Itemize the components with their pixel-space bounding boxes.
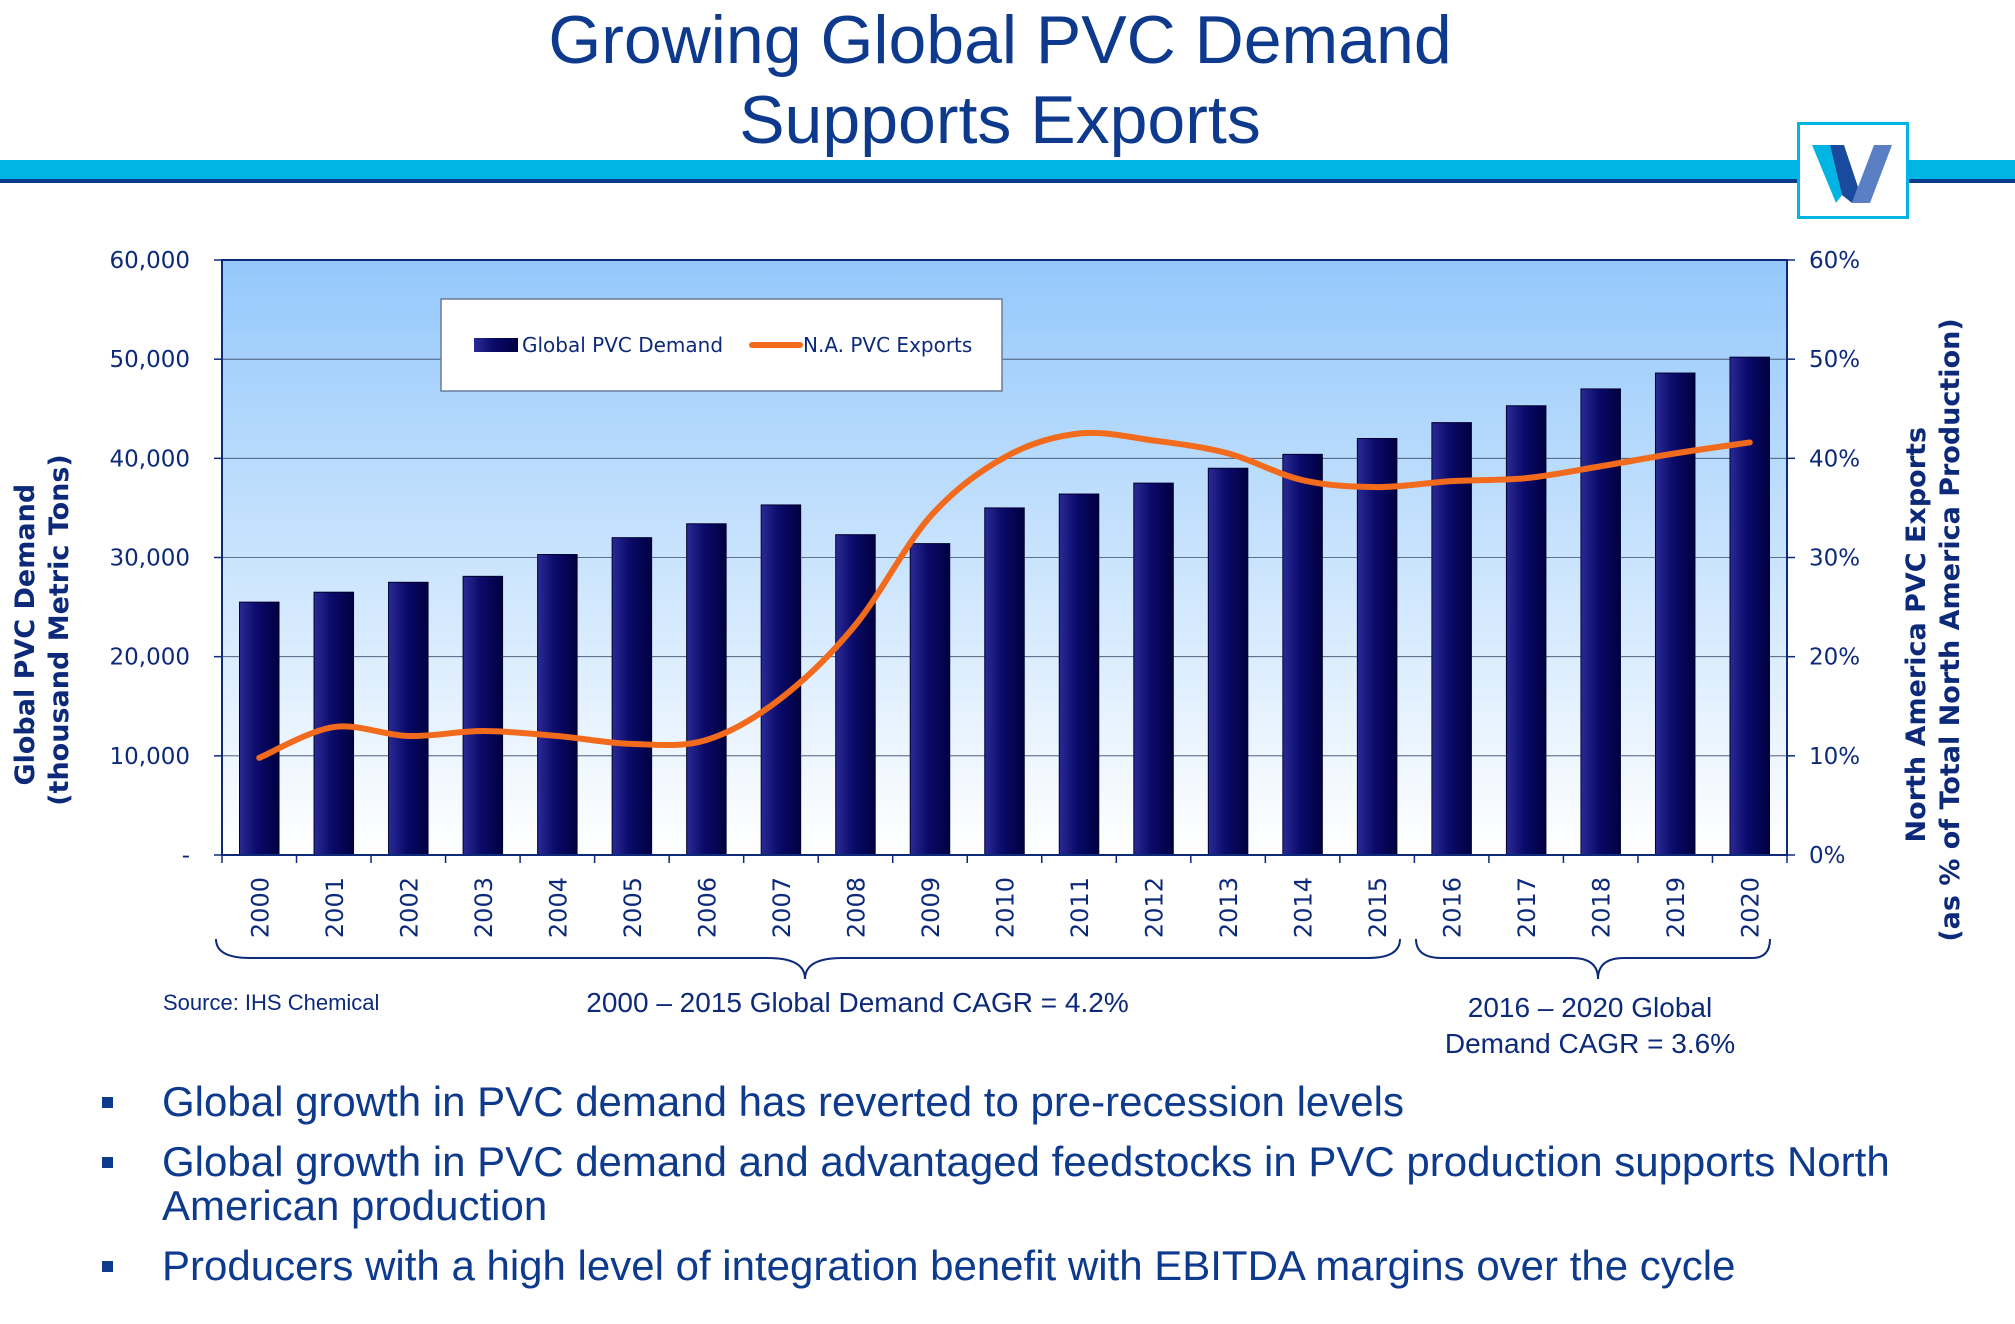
y-right-tick-label: 10% [1809,744,1860,770]
y-right-tick-label: 60% [1809,248,1860,274]
header-stripe-dark [0,179,2015,183]
pvc-chart: - 0% 10,000 10% 20,000 20% 30,000 30% 40,000 40% 5… [10,248,1966,980]
x-tick-label: 2014 [1290,877,1318,938]
cagr-2016-2020-line-1: 2016 – 2020 Global [1467,992,1713,1023]
y-left-tick-label: 20,000 [110,645,190,671]
cagr-2000-2015: 2000 – 2015 Global Demand CAGR = 4.2% [586,987,1129,1018]
x-tick-label: 2006 [693,877,721,938]
plot-border [221,259,1788,856]
x-tick-label: 2008 [842,877,870,938]
brace-2016-2020 [1415,938,1771,980]
y-right-tick-label: 0% [1809,843,1846,869]
bar-global-pvc-demand [686,523,727,856]
y-left-tick-label: - [182,843,190,869]
bar-global-pvc-demand [1729,356,1770,856]
bullet-list: Global growth in PVC demand has reverted… [100,1080,2000,1304]
y-axis-left-label: Global PVC Demand (thousand Metric Tons) [10,454,75,806]
x-tick-label: 2016 [1439,877,1467,938]
bullet-square-icon [102,1157,113,1168]
bar-global-pvc-demand [611,537,653,856]
cagr-2016-2020-line-2: Demand CAGR = 3.6% [1444,1028,1736,1059]
x-tick-label: 2001 [321,877,349,938]
bar-global-pvc-demand [1431,422,1472,856]
title-line-1: Growing Global PVC Demand [548,2,1452,78]
x-tick-label: 2009 [917,877,945,938]
x-tick-label: 2019 [1662,877,1690,938]
logo-mark [1812,145,1892,203]
x-tick-label: 2000 [246,877,274,938]
bullet-item: Global growth in PVC demand and advantag… [100,1140,2000,1228]
y-left-tick-label: 40,000 [110,446,190,472]
legend-bar-swatch [474,338,518,352]
bar-global-pvc-demand [1654,372,1696,856]
x-tick-label: 2012 [1141,877,1169,938]
bar-global-pvc-demand [1207,467,1249,856]
header-stripe [0,160,2015,179]
title-line-2: Supports Exports [739,82,1261,158]
bar-global-pvc-demand [984,507,1025,856]
bar-global-pvc-demand [1580,388,1621,856]
bar-global-pvc-demand [909,543,951,856]
legend-exports-label: N.A. PVC Exports [803,333,972,357]
bullet-item: Producers with a high level of integrati… [100,1244,2000,1288]
cagr-2016-2020: 2016 – 2020 Global Demand CAGR = 3.6% [1400,990,1780,1062]
x-tick-label: 2010 [992,877,1020,938]
bullet-text: Global growth in PVC demand has reverted… [162,1078,1404,1125]
bar-global-pvc-demand [1505,405,1547,856]
bullet-text: Global growth in PVC demand and advantag… [162,1138,1890,1229]
bar-global-pvc-demand [1133,482,1174,856]
bar-global-pvc-demand [835,534,876,856]
x-tick-label: 2015 [1364,877,1392,938]
x-tick-label: 2004 [544,877,572,938]
chart-legend: Global PVC Demand N.A. PVC Exports [440,298,1003,392]
company-logo [1797,122,1909,219]
slide-title: Growing Global PVC Demand Supports Expor… [0,0,2000,160]
source-note: Source: IHS Chemical [163,990,380,1015]
bar-global-pvc-demand [760,504,802,856]
line-na-pvc-exports [256,429,1753,761]
bar-global-pvc-demand [1356,438,1398,856]
bullet-text: Producers with a high level of integrati… [162,1242,1736,1289]
x-tick-label: 2005 [619,877,647,938]
brace-2000-2015 [215,938,1401,980]
y-right-tick-label: 50% [1809,347,1860,373]
bullet-square-icon [102,1261,113,1272]
bullet-item: Global growth in PVC demand has reverted… [100,1080,2000,1124]
bar-global-pvc-demand [388,581,429,856]
y-left-tick-label: 10,000 [110,744,190,770]
y-axis-right-label: North America PVC Exports (as % of Total… [1901,318,1966,941]
bar-global-pvc-demand [239,601,280,856]
x-tick-label: 2020 [1737,877,1765,938]
x-tick-label: 2017 [1513,877,1541,938]
bar-global-pvc-demand [462,575,504,856]
legend-demand-label: Global PVC Demand [522,333,723,357]
x-tick-label: 2002 [395,877,423,938]
y-left-tick-label: 30,000 [110,546,190,572]
x-tick-label: 2018 [1588,877,1616,938]
y-right-tick-label: 40% [1809,446,1860,472]
bar-global-pvc-demand [1282,453,1323,856]
y-left-tick-label: 60,000 [110,248,190,274]
bullet-square-icon [102,1097,113,1108]
y-right-tick-label: 30% [1809,546,1860,572]
x-tick-label: 2003 [470,877,498,938]
x-tick-label: 2007 [768,877,796,938]
bar-global-pvc-demand [1058,493,1100,856]
y-right-tick-label: 20% [1809,645,1860,671]
x-tick-label: 2013 [1215,877,1243,938]
bar-global-pvc-demand [537,554,578,856]
x-tick-label: 2011 [1066,877,1094,938]
y-left-tick-label: 50,000 [110,347,190,373]
